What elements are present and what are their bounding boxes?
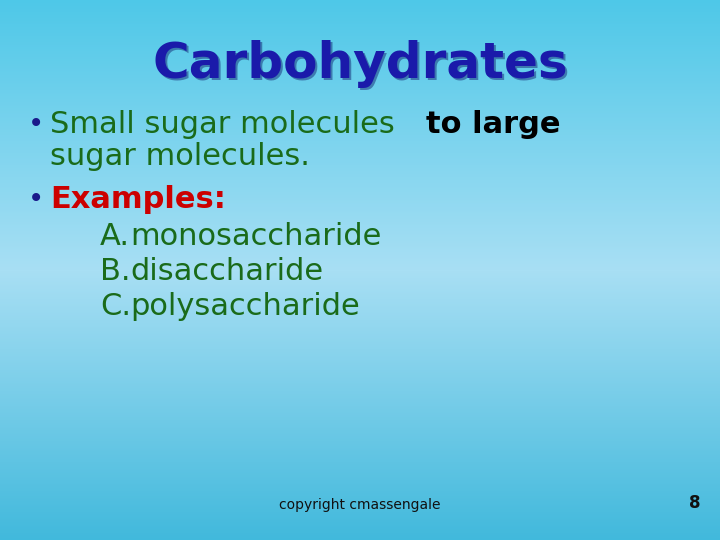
Text: •: • xyxy=(28,185,44,213)
Text: copyright cmassengale: copyright cmassengale xyxy=(279,498,441,512)
Text: C.: C. xyxy=(100,292,131,321)
Text: Carbohydrates: Carbohydrates xyxy=(152,40,568,88)
Text: sugar molecules.: sugar molecules. xyxy=(50,142,310,171)
Text: Examples:: Examples: xyxy=(50,185,226,214)
Text: B.: B. xyxy=(100,257,130,286)
Text: A.: A. xyxy=(100,222,130,251)
Text: monosaccharide: monosaccharide xyxy=(130,222,382,251)
Text: disaccharide: disaccharide xyxy=(130,257,323,286)
Text: Carbohydrates: Carbohydrates xyxy=(154,42,570,90)
Text: •: • xyxy=(28,110,44,138)
Text: 8: 8 xyxy=(688,494,700,512)
Text: Small sugar molecules: Small sugar molecules xyxy=(50,110,405,139)
Text: to large: to large xyxy=(426,110,560,139)
Text: polysaccharide: polysaccharide xyxy=(130,292,360,321)
